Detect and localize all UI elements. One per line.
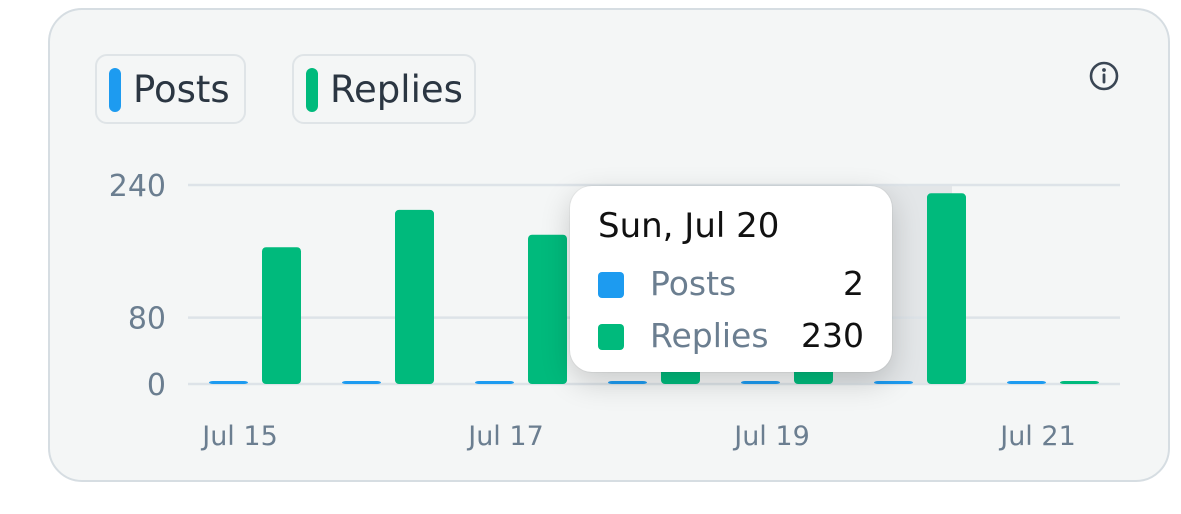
x-tick-label: Jul 17 (466, 421, 544, 452)
bar-replies-jul-20 (927, 193, 966, 384)
tooltip-swatch-replies (598, 324, 624, 350)
bar-posts-jul-19 (741, 381, 780, 384)
bar-replies-jul-17 (528, 234, 567, 384)
tooltip-row-replies: Replies 230 (598, 316, 864, 356)
x-tick-label: Jul 15 (200, 421, 278, 452)
legend-swatch-replies (306, 68, 318, 112)
y-tick-label: 80 (128, 302, 166, 337)
tooltip-row-posts: Posts 2 (598, 264, 864, 304)
legend-item-replies[interactable]: Replies (292, 54, 476, 124)
tooltip-series-value: 2 (843, 264, 864, 303)
bar-posts-jul-18 (608, 381, 647, 384)
bar-replies-jul-16 (395, 209, 434, 384)
y-tick-label: 0 (147, 368, 166, 403)
tooltip-date: Sun, Jul 20 (598, 206, 780, 246)
tooltip-series-name: Replies (650, 316, 769, 355)
tooltip-swatch-posts (598, 272, 624, 298)
tooltip: Sun, Jul 20 Posts 2 Replies 230 (570, 186, 892, 372)
x-tick-label: Jul 19 (732, 421, 810, 452)
info-icon[interactable] (1089, 61, 1119, 91)
tooltip-series-name: Posts (650, 264, 737, 303)
bar-posts-jul-16 (342, 381, 381, 384)
legend-label-replies: Replies (330, 68, 463, 111)
bar-posts-jul-21 (1007, 381, 1046, 384)
bar-replies-jul-21 (1060, 381, 1099, 384)
y-tick-label: 240 (109, 169, 166, 204)
bar-posts-jul-17 (475, 381, 514, 384)
legend-swatch-posts (109, 68, 121, 112)
legend-item-posts[interactable]: Posts (95, 54, 246, 124)
legend-label-posts: Posts (133, 68, 230, 111)
bar-posts-jul-20 (874, 381, 913, 384)
bar-posts-jul-15 (209, 381, 248, 384)
bar-replies-jul-15 (262, 247, 301, 384)
x-tick-label: Jul 21 (998, 421, 1076, 452)
tooltip-series-value: 230 (801, 316, 864, 355)
